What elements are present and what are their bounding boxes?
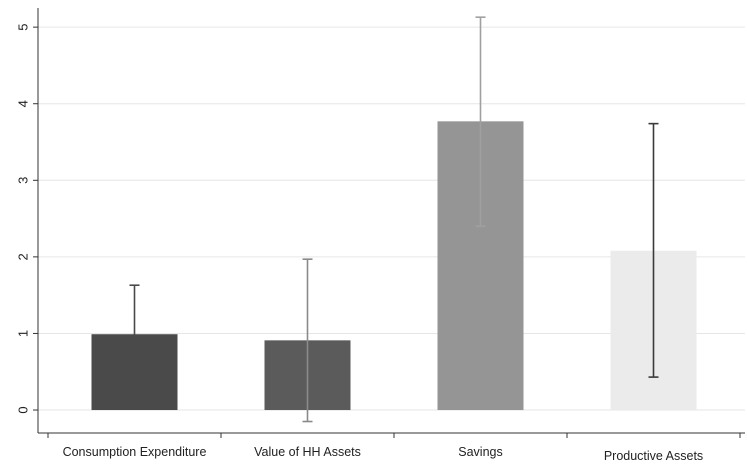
y-tick-label: 1	[15, 330, 30, 337]
error-bars-layer	[129, 16, 659, 423]
x-tick-label: Value of HH Assets	[254, 445, 361, 459]
x-tick-label: Savings	[458, 445, 502, 459]
y-tick-label: 0	[15, 406, 30, 413]
y-tick-label: 5	[15, 24, 30, 31]
x-tick-label: Consumption Expenditure	[63, 445, 207, 459]
y-tick-label: 4	[15, 100, 30, 107]
axes-layer: 0 1 2 3 4 5 Consumption Expenditure Value of HH…	[15, 8, 745, 463]
y-tick-label: 3	[15, 177, 30, 184]
y-tick-label: 2	[15, 253, 30, 260]
bars-layer	[91, 121, 697, 411]
x-tick-label: Productive Assets	[604, 449, 703, 463]
